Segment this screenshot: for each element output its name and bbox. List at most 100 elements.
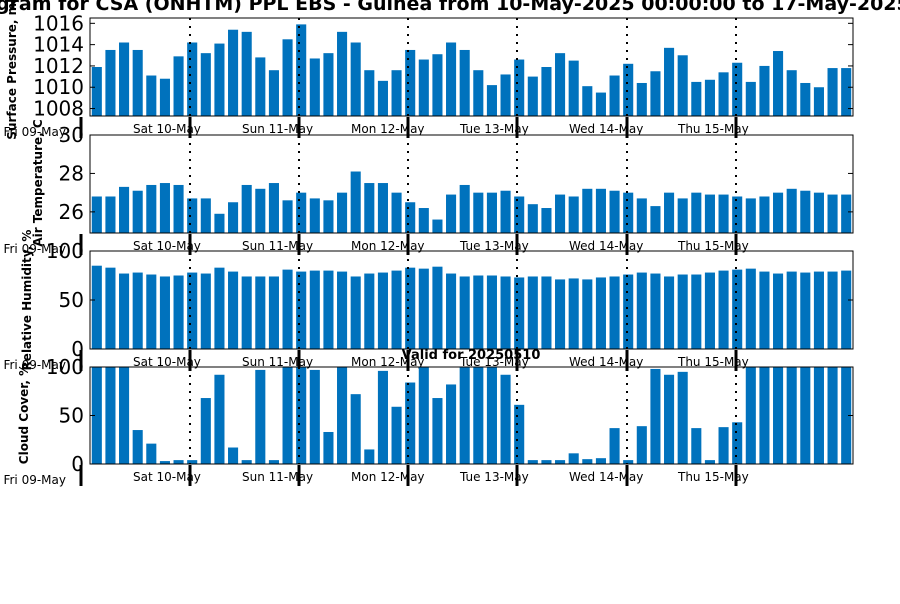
bar — [296, 367, 307, 464]
bar — [664, 276, 675, 349]
day-label: Tue 13-May — [459, 355, 529, 369]
bar — [91, 196, 102, 233]
bar — [91, 265, 102, 349]
bar — [268, 183, 279, 233]
bar — [759, 65, 770, 116]
bar — [159, 78, 170, 116]
bar — [282, 39, 293, 116]
bar — [636, 272, 647, 349]
bar — [473, 70, 484, 116]
y-axis-label: Cloud Cover, % — [17, 364, 31, 464]
bar — [718, 270, 729, 349]
bar — [187, 198, 198, 233]
bar — [500, 74, 511, 116]
bar — [282, 200, 293, 233]
bar — [132, 190, 143, 233]
bar — [446, 384, 457, 464]
bar — [609, 75, 620, 116]
bar — [159, 276, 170, 349]
bar — [377, 370, 388, 464]
bar — [255, 188, 266, 233]
bar — [759, 367, 770, 464]
ytick-label: 1012 — [33, 54, 84, 78]
bar — [377, 80, 388, 116]
bar — [745, 81, 756, 116]
bar — [146, 274, 157, 349]
bar — [405, 49, 416, 116]
bar — [541, 276, 552, 349]
bar — [636, 198, 647, 233]
bar — [200, 198, 211, 233]
day-label: Tue 13-May — [459, 470, 529, 484]
bar — [514, 196, 525, 233]
bar — [813, 367, 824, 464]
day-label: Thu 15-May — [677, 239, 749, 253]
bar — [296, 24, 307, 116]
bar — [813, 192, 824, 233]
day-label: Mon 12-May — [351, 239, 425, 253]
bar — [541, 67, 552, 116]
bar — [813, 87, 824, 116]
bar — [214, 43, 225, 116]
day-label: Wed 14-May — [569, 470, 643, 484]
bar — [323, 431, 334, 464]
ytick-label: 50 — [59, 288, 84, 312]
ytick-label: 26 — [59, 200, 84, 224]
day-label: Wed 14-May — [569, 122, 643, 136]
bar — [623, 192, 634, 233]
bar — [718, 427, 729, 464]
bar — [364, 449, 375, 464]
bar — [800, 82, 811, 116]
bar — [296, 192, 307, 233]
bar — [323, 200, 334, 233]
bar — [268, 276, 279, 349]
bar — [337, 192, 348, 233]
bar — [486, 85, 497, 116]
bar — [732, 269, 743, 349]
bar — [650, 206, 661, 233]
bar — [664, 47, 675, 116]
bar — [704, 460, 715, 464]
bar — [364, 70, 375, 116]
bar — [677, 198, 688, 233]
bar — [609, 190, 620, 233]
day-label: Tue 13-May — [459, 122, 529, 136]
bar — [582, 279, 593, 349]
day-label: Sat 10-May — [133, 239, 201, 253]
day-label: Thu 15-May — [677, 470, 749, 484]
bar — [500, 276, 511, 349]
bar — [418, 367, 429, 464]
bar — [527, 276, 538, 349]
bar — [173, 275, 184, 349]
bar — [595, 92, 606, 116]
bar — [132, 272, 143, 349]
ytick-label: 1010 — [33, 75, 84, 99]
bar — [268, 70, 279, 116]
bar — [732, 196, 743, 233]
bar — [609, 276, 620, 349]
bar — [827, 194, 838, 233]
bar — [228, 29, 239, 116]
bar — [623, 63, 634, 116]
bar — [446, 194, 457, 233]
day-label: Mon 12-May — [351, 355, 425, 369]
bar — [691, 81, 702, 116]
bar — [418, 59, 429, 116]
bar — [541, 208, 552, 233]
bar — [691, 274, 702, 349]
bar — [119, 367, 130, 464]
bar — [786, 70, 797, 116]
bar — [827, 68, 838, 116]
bar — [773, 192, 784, 233]
chart-subtitle: Valid for 20250510 — [402, 348, 541, 363]
bar — [282, 367, 293, 464]
bar — [255, 57, 266, 116]
bar — [704, 194, 715, 233]
bar — [337, 271, 348, 349]
bar — [677, 274, 688, 349]
bar — [323, 270, 334, 349]
bar — [377, 183, 388, 233]
